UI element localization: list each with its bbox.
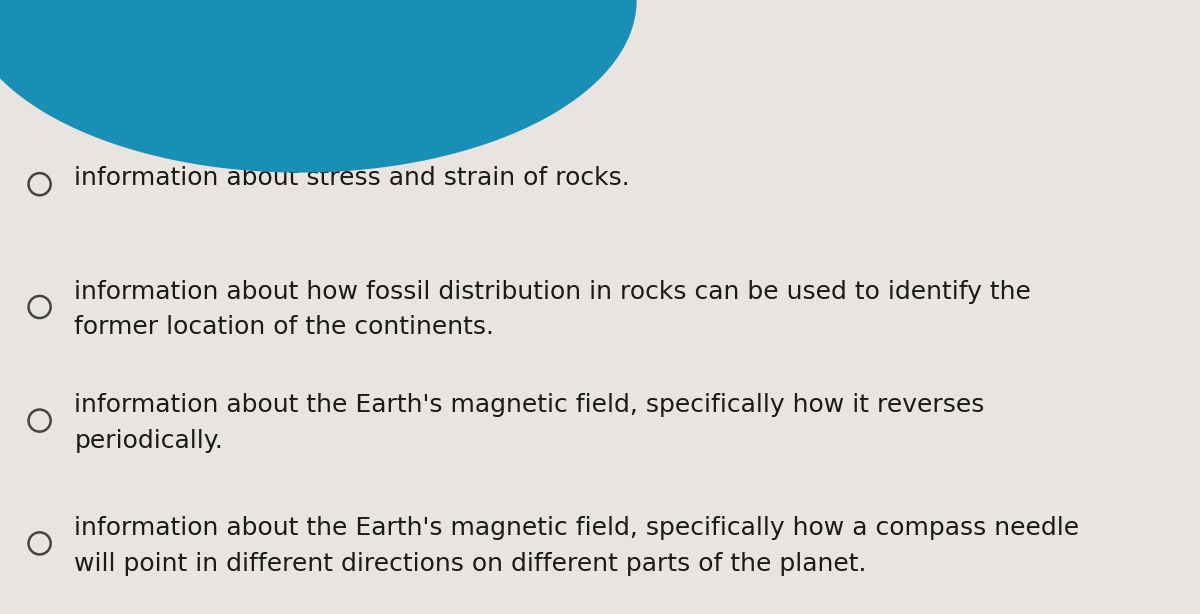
Text: information about the Earth's magnetic field, specifically how a compass needle: information about the Earth's magnetic f… xyxy=(74,516,1080,540)
Text: former location of the continents.: former location of the continents. xyxy=(74,315,494,340)
Text: periodically.: periodically. xyxy=(74,429,223,453)
Text: This figure is showing:: This figure is showing: xyxy=(14,60,325,88)
Text: information about how fossil distribution in rocks can be used to identify the: information about how fossil distributio… xyxy=(74,279,1031,304)
Text: information about stress and strain of rocks.: information about stress and strain of r… xyxy=(74,166,630,190)
Polygon shape xyxy=(0,0,636,172)
Text: will point in different directions on different parts of the planet.: will point in different directions on di… xyxy=(74,551,866,576)
Text: information about the Earth's magnetic field, specifically how it reverses: information about the Earth's magnetic f… xyxy=(74,393,985,418)
